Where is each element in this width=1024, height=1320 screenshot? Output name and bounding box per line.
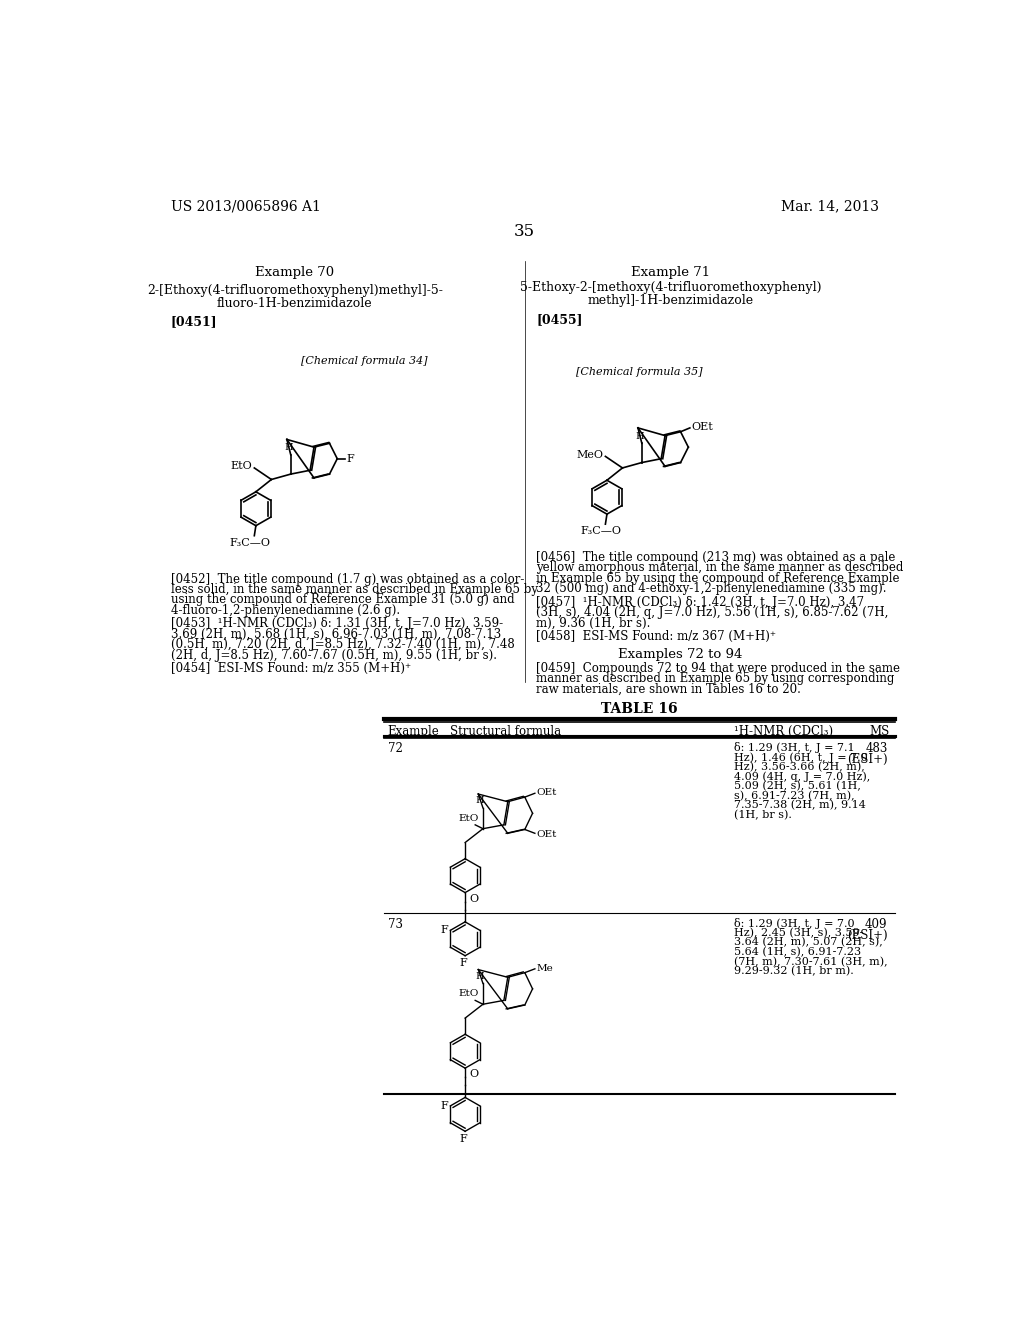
- Text: F: F: [459, 1134, 467, 1143]
- Text: TABLE 16: TABLE 16: [601, 702, 678, 717]
- Text: Example 70: Example 70: [255, 265, 334, 279]
- Text: Example: Example: [388, 725, 439, 738]
- Text: Hz), 2.45 (3H, s), 3.59-: Hz), 2.45 (3H, s), 3.59-: [734, 928, 863, 939]
- Text: Hz), 1.46 (6H, t, J = 7.0: Hz), 1.46 (6H, t, J = 7.0: [734, 752, 867, 763]
- Text: 409: 409: [865, 917, 888, 931]
- Text: EtO: EtO: [230, 462, 252, 471]
- Text: Examples 72 to 94: Examples 72 to 94: [617, 648, 742, 661]
- Text: F₃C—O: F₃C—O: [581, 527, 622, 536]
- Text: F: F: [440, 925, 449, 936]
- Text: EtO: EtO: [459, 989, 479, 998]
- Text: using the compound of Reference Example 31 (5.0 g) and: using the compound of Reference Example …: [171, 594, 514, 606]
- Text: [0452]  The title compound (1.7 g) was obtained as a color-: [0452] The title compound (1.7 g) was ob…: [171, 573, 524, 586]
- Text: [0458]  ESI-MS Found: m/z 367 (M+H)⁺: [0458] ESI-MS Found: m/z 367 (M+H)⁺: [537, 630, 776, 643]
- Text: [0456]  The title compound (213 mg) was obtained as a pale: [0456] The title compound (213 mg) was o…: [537, 552, 896, 564]
- Text: (2H, d, J=8.5 Hz), 7.60-7.67 (0.5H, m), 9.55 (1H, br s).: (2H, d, J=8.5 Hz), 7.60-7.67 (0.5H, m), …: [171, 648, 497, 661]
- Text: EtO: EtO: [459, 813, 479, 822]
- Text: [0455]: [0455]: [537, 314, 583, 326]
- Text: raw materials, are shown in Tables 16 to 20.: raw materials, are shown in Tables 16 to…: [537, 682, 802, 696]
- Text: F: F: [440, 1101, 449, 1111]
- Text: ¹H-NMR (CDCl₃): ¹H-NMR (CDCl₃): [734, 725, 834, 738]
- Text: F: F: [459, 958, 467, 968]
- Text: Example 71: Example 71: [631, 265, 710, 279]
- Text: δ: 1.29 (3H, t, J = 7.0: δ: 1.29 (3H, t, J = 7.0: [734, 917, 855, 929]
- Text: 35: 35: [514, 223, 536, 240]
- Text: Mar. 14, 2013: Mar. 14, 2013: [781, 199, 879, 213]
- Text: (1H, br s).: (1H, br s).: [734, 810, 792, 820]
- Text: OEt: OEt: [537, 829, 557, 838]
- Text: H: H: [475, 796, 484, 805]
- Text: 3.69 (2H, m), 5.68 (1H, s), 6.96-7.03 (1H, m), 7.08-7.13: 3.69 (2H, m), 5.68 (1H, s), 6.96-7.03 (1…: [171, 628, 501, 640]
- Text: US 2013/0065896 A1: US 2013/0065896 A1: [171, 199, 321, 213]
- Text: MeO: MeO: [577, 450, 603, 459]
- Text: [Chemical formula 34]: [Chemical formula 34]: [301, 356, 428, 366]
- Text: manner as described in Example 65 by using corresponding: manner as described in Example 65 by usi…: [537, 672, 895, 685]
- Text: (ESI+): (ESI+): [847, 754, 888, 766]
- Text: F: F: [346, 454, 354, 463]
- Text: less solid, in the same manner as described in Example 65 by: less solid, in the same manner as descri…: [171, 583, 538, 597]
- Text: Hz), 3.56-3.66 (2H, m),: Hz), 3.56-3.66 (2H, m),: [734, 762, 865, 772]
- Text: (7H, m), 7.30-7.61 (3H, m),: (7H, m), 7.30-7.61 (3H, m),: [734, 957, 888, 966]
- Text: [Chemical formula 35]: [Chemical formula 35]: [577, 367, 702, 378]
- Text: [0459]  Compounds 72 to 94 that were produced in the same: [0459] Compounds 72 to 94 that were prod…: [537, 663, 900, 675]
- Text: 3.64 (2H, m), 5.07 (2H, s),: 3.64 (2H, m), 5.07 (2H, s),: [734, 937, 883, 948]
- Text: 2-[Ethoxy(4-trifluoromethoxyphenyl)methyl]-5-: 2-[Ethoxy(4-trifluoromethoxyphenyl)methy…: [146, 284, 442, 297]
- Text: OEt: OEt: [691, 422, 713, 432]
- Text: OEt: OEt: [537, 788, 557, 797]
- Text: 73: 73: [388, 917, 402, 931]
- Text: O: O: [469, 894, 478, 904]
- Text: Structural formula: Structural formula: [450, 725, 561, 738]
- Text: 4-fluoro-1,2-phenylenediamine (2.6 g).: 4-fluoro-1,2-phenylenediamine (2.6 g).: [171, 603, 399, 616]
- Text: 9.29-9.32 (1H, br m).: 9.29-9.32 (1H, br m).: [734, 966, 854, 977]
- Text: 7.35-7.38 (2H, m), 9.14: 7.35-7.38 (2H, m), 9.14: [734, 800, 866, 810]
- Text: MS: MS: [869, 725, 890, 738]
- Text: [0454]  ESI-MS Found: m/z 355 (M+H)⁺: [0454] ESI-MS Found: m/z 355 (M+H)⁺: [171, 663, 411, 675]
- Text: m), 9.36 (1H, br s).: m), 9.36 (1H, br s).: [537, 616, 651, 630]
- Text: F₃C—O: F₃C—O: [229, 537, 270, 548]
- Text: 4.09 (4H, q, J = 7.0 Hz),: 4.09 (4H, q, J = 7.0 Hz),: [734, 771, 870, 781]
- Text: s), 6.91-7.23 (7H, m),: s), 6.91-7.23 (7H, m),: [734, 791, 855, 801]
- Text: 5.09 (2H, s), 5.61 (1H,: 5.09 (2H, s), 5.61 (1H,: [734, 781, 861, 791]
- Text: fluoro-1H-benzimidazole: fluoro-1H-benzimidazole: [217, 297, 373, 310]
- Text: in Example 65 by using the compound of Reference Example: in Example 65 by using the compound of R…: [537, 572, 900, 585]
- Text: H: H: [284, 444, 293, 453]
- Text: 483: 483: [865, 742, 888, 755]
- Text: 32 (500 mg) and 4-ethoxy-1,2-phenylenediamine (335 mg).: 32 (500 mg) and 4-ethoxy-1,2-phenylenedi…: [537, 582, 887, 595]
- Text: H: H: [475, 972, 484, 981]
- Text: δ: 1.29 (3H, t, J = 7.1: δ: 1.29 (3H, t, J = 7.1: [734, 742, 855, 754]
- Text: (0.5H, m), 7.20 (2H, d, J=8.5 Hz), 7.32-7.40 (1H, m), 7.48: (0.5H, m), 7.20 (2H, d, J=8.5 Hz), 7.32-…: [171, 638, 514, 651]
- Text: (ESI+): (ESI+): [847, 929, 888, 941]
- Text: (3H, s), 4.04 (2H, q, J=7.0 Hz), 5.56 (1H, s), 6.85-7.62 (7H,: (3H, s), 4.04 (2H, q, J=7.0 Hz), 5.56 (1…: [537, 606, 889, 619]
- Text: Me: Me: [537, 964, 553, 973]
- Text: O: O: [469, 1069, 478, 1080]
- Text: methyl]-1H-benzimidazole: methyl]-1H-benzimidazole: [588, 293, 754, 306]
- Text: [0457]  ¹H-NMR (CDCl₃) δ: 1.42 (3H, t, J=7.0 Hz), 3.47: [0457] ¹H-NMR (CDCl₃) δ: 1.42 (3H, t, J=…: [537, 595, 864, 609]
- Text: [0453]  ¹H-NMR (CDCl₃) δ: 1.31 (3H, t, J=7.0 Hz), 3.59-: [0453] ¹H-NMR (CDCl₃) δ: 1.31 (3H, t, J=…: [171, 618, 503, 631]
- Text: [0451]: [0451]: [171, 315, 217, 329]
- Text: H: H: [635, 432, 644, 441]
- Text: yellow amorphous material, in the same manner as described: yellow amorphous material, in the same m…: [537, 561, 904, 574]
- Text: 5-Ethoxy-2-[methoxy(4-trifluoromethoxyphenyl): 5-Ethoxy-2-[methoxy(4-trifluoromethoxyph…: [520, 281, 821, 294]
- Text: 5.64 (1H, s), 6.91-7.23: 5.64 (1H, s), 6.91-7.23: [734, 946, 861, 957]
- Text: 72: 72: [388, 742, 402, 755]
